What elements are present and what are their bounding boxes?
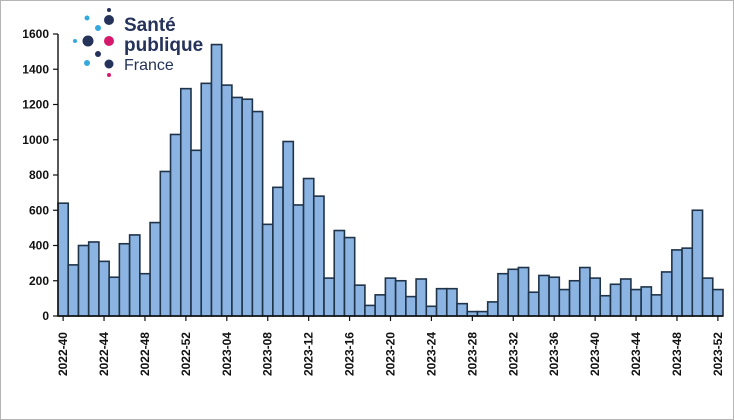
bar-2023-43	[619, 278, 632, 317]
bar-2022-46	[118, 242, 131, 317]
x-tick-label: 2023-20	[384, 332, 398, 376]
bar-2023-03	[210, 43, 223, 317]
bar-2023-37	[558, 288, 571, 317]
bar-2022-49	[149, 221, 162, 317]
x-tick-label: 2023-04	[220, 332, 234, 376]
logo-line-1: Santé	[124, 15, 176, 36]
bar-2023-27	[456, 302, 469, 317]
bar-2023-22	[405, 295, 417, 317]
bar-2022-52	[179, 87, 192, 317]
bar-2023-09	[272, 186, 284, 317]
bar-2023-31	[497, 272, 509, 317]
y-tick-label: 1000	[22, 133, 49, 147]
x-tick-label: 2022-48	[138, 332, 152, 376]
bar-2022-48	[139, 272, 151, 317]
bar-2023-51	[701, 277, 714, 317]
logo-line-2: publique	[124, 35, 203, 56]
bar-2022-44	[98, 260, 110, 317]
bar-2023-26	[445, 287, 458, 317]
y-tick-label: 200	[29, 274, 49, 288]
bar-2023-36	[548, 276, 561, 317]
y-tick-label: 1200	[22, 98, 49, 112]
bar-2023-04	[220, 84, 233, 317]
bar-2023-33	[517, 266, 530, 317]
bar-2023-49	[681, 247, 694, 317]
bar-2023-42	[609, 283, 622, 317]
bar-2023-15	[333, 229, 346, 317]
bar-2023-06	[241, 98, 254, 317]
logo-line-3: France	[124, 57, 174, 74]
y-tick-label: 1600	[22, 27, 49, 41]
bar-2023-16	[343, 236, 356, 317]
bar-2022-43	[87, 241, 100, 317]
bar-2023-38	[568, 279, 581, 317]
y-tick-label: 800	[29, 168, 49, 182]
x-tick-label: 2023-40	[588, 332, 602, 376]
y-tick-label: 400	[29, 239, 49, 253]
x-tick-label: 2022-40	[56, 332, 70, 376]
bar-2022-51	[169, 133, 182, 317]
bar-2023-08	[261, 223, 274, 317]
bar-2023-02	[200, 82, 213, 317]
bar-2023-19	[374, 294, 387, 317]
bar-2023-50	[691, 209, 704, 317]
bar-2023-25	[435, 287, 448, 317]
bar-2023-44	[630, 288, 642, 317]
bar-2023-21	[394, 279, 407, 317]
bar-2023-48	[671, 249, 683, 317]
bar-2023-40	[589, 277, 602, 317]
bar-2023-52	[711, 288, 724, 317]
x-tick-label: 2023-28	[465, 332, 479, 376]
bar-2023-41	[599, 294, 612, 317]
bar-2022-50	[159, 170, 172, 317]
x-axis-ticks: 2022-40 2022-44 2022-48 2022-52 2023-04 2023-…	[56, 316, 725, 376]
bar-2023-01	[190, 149, 203, 317]
x-tick-label: 2022-52	[179, 332, 193, 376]
bar-2023-39	[578, 266, 591, 317]
bar-2022-47	[128, 234, 141, 317]
bar-2023-45	[640, 286, 653, 317]
logo-dots-icon	[73, 8, 114, 77]
x-tick-label: 2023-32	[506, 332, 520, 376]
x-tick-label: 2023-36	[547, 332, 561, 376]
bar-2022-45	[108, 276, 121, 317]
bar-2023-07	[251, 110, 264, 317]
bar-2023-13	[312, 195, 325, 317]
bar-series	[57, 43, 724, 317]
x-tick-label: 2023-08	[261, 332, 275, 376]
x-tick-label: 2023-48	[670, 332, 684, 376]
bar-2023-24	[425, 305, 438, 317]
x-tick-label: 2023-24	[424, 332, 438, 376]
y-tick-label: 0	[42, 309, 49, 323]
bar-2023-46	[650, 294, 663, 317]
bar-2023-47	[660, 271, 673, 317]
bar-2023-34	[527, 291, 540, 317]
x-tick-label: 2023-16	[343, 332, 357, 376]
bar-2023-05	[231, 96, 243, 317]
y-axis-ticks: 0 200 400 600 800 1000 1200 1400 1600	[22, 27, 58, 323]
bar-2023-10	[282, 140, 295, 317]
bar-2023-12	[302, 177, 315, 317]
bar-2023-35	[538, 274, 550, 317]
bar-2023-20	[384, 277, 397, 317]
x-tick-label: 2023-44	[629, 332, 643, 376]
x-tick-label: 2022-44	[97, 332, 111, 376]
sante-publique-france-logo: Santé publique France	[73, 8, 203, 77]
x-tick-label: 2023-12	[302, 332, 316, 376]
bar-2022-41	[67, 264, 80, 317]
y-tick-label: 600	[29, 203, 49, 217]
bar-2023-30	[486, 301, 499, 317]
x-tick-label: 2023-52	[711, 332, 725, 376]
bar-2023-17	[353, 284, 366, 317]
bar-2022-42	[77, 244, 90, 317]
bar-2022-40	[57, 202, 70, 317]
bar-2023-32	[507, 268, 520, 317]
bar-2023-14	[323, 277, 336, 317]
bar-2023-18	[364, 304, 376, 317]
y-tick-label: 1400	[22, 62, 49, 76]
bar-2023-11	[292, 204, 305, 317]
bar-2023-23	[415, 278, 428, 317]
